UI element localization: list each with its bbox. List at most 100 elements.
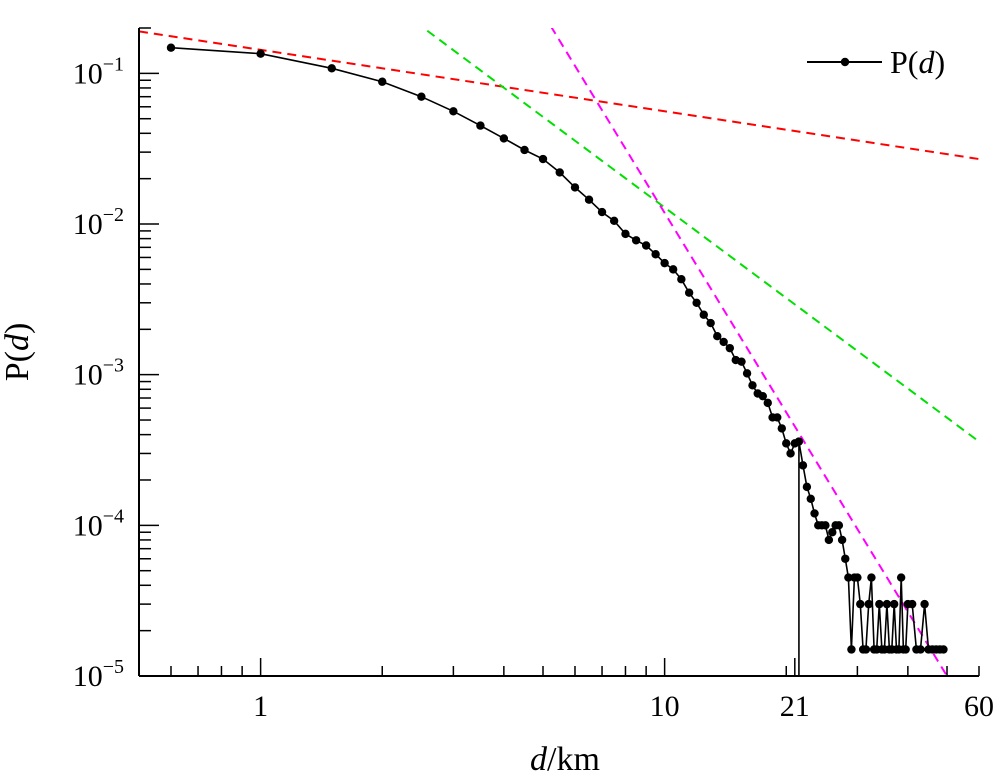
y-tick-label: 10−1: [73, 53, 124, 90]
data-point: [794, 437, 804, 446]
series-line: [170, 46, 944, 651]
y-axis-title-prefix: P(: [0, 351, 36, 381]
x-tick-label: 10: [650, 690, 680, 723]
y-tick-exponent: −2: [103, 204, 124, 226]
data-point: [896, 573, 906, 582]
data-point: [824, 535, 834, 545]
data-point: [810, 509, 819, 518]
data-point: [417, 92, 426, 101]
data-point: [798, 461, 808, 470]
legend-label-italic: d: [918, 44, 935, 80]
data-point: [853, 573, 862, 582]
y-axis-title-suffix: ): [0, 323, 36, 334]
data-point: [841, 554, 850, 563]
x-axis-title-italic: d: [530, 741, 548, 775]
data-point: [699, 310, 708, 319]
fit-line-1: [139, 30, 979, 161]
data-point: [837, 535, 847, 545]
data-point: [584, 195, 594, 204]
data-point: [166, 43, 176, 52]
data-point: [920, 599, 929, 609]
data-point: [847, 645, 856, 654]
data-point: [256, 49, 265, 58]
data-point: [828, 528, 837, 537]
data-point: [742, 369, 752, 378]
x-tick-label: 1: [253, 690, 268, 723]
data-point: [864, 599, 873, 609]
data-point: [806, 494, 815, 504]
data-point: [476, 121, 485, 130]
fit-lines: [139, 28, 979, 676]
y-tick-label: 10−3: [73, 355, 124, 392]
legend-label-prefix: P(: [890, 44, 918, 80]
y-tick-exponent: −3: [103, 355, 124, 377]
data-point: [907, 599, 917, 609]
data-point: [668, 265, 678, 274]
data-point: [597, 207, 607, 217]
legend-label-suffix: ): [934, 44, 945, 80]
data-point: [327, 64, 336, 73]
data-point: [875, 599, 884, 609]
y-tick-label: 10−2: [73, 204, 124, 241]
data-point: [802, 482, 812, 492]
y-tick-label: 10−4: [73, 505, 124, 542]
data-point: [555, 168, 564, 177]
fit-line-3: [550, 28, 948, 676]
data-point: [786, 449, 795, 458]
data-point: [660, 258, 669, 268]
data-point: [916, 645, 925, 654]
data-point: [449, 107, 458, 116]
x-axis-title-unit: /km: [547, 741, 600, 775]
data-point: [763, 398, 772, 408]
data-point: [821, 521, 830, 530]
data-point: [609, 216, 619, 226]
data-point: [882, 599, 892, 609]
data-point: [499, 134, 509, 143]
y-tick-label: 10−5: [73, 656, 124, 693]
data-point: [725, 343, 735, 353]
axes: 1 10 21 60 10−1 10−2 10−3 10−4 10−5: [73, 27, 994, 723]
data-point: [856, 599, 865, 609]
data-point: [651, 250, 660, 259]
data-point: [737, 357, 746, 366]
data-point: [777, 424, 786, 433]
data-point: [378, 77, 387, 86]
y-tick-exponent: −5: [103, 656, 124, 678]
data-point: [748, 381, 757, 390]
x-tick-label: 21: [780, 690, 810, 723]
data-point: [641, 241, 651, 250]
data-point: [861, 645, 871, 654]
data-point: [631, 236, 641, 245]
data-point: [706, 318, 715, 328]
y-axis-title: P(d): [0, 323, 36, 382]
data-point: [758, 391, 768, 401]
data-point: [889, 599, 899, 609]
data-point: [520, 145, 529, 155]
y-tick-exponent: −1: [103, 53, 124, 75]
data-point: [867, 573, 876, 582]
data-point: [782, 439, 791, 448]
data-point: [719, 337, 728, 347]
data-point: [677, 275, 686, 284]
data-point: [692, 298, 701, 307]
data-point: [713, 332, 722, 341]
data-point: [834, 521, 844, 530]
y-tick-exponent: −4: [103, 505, 124, 527]
x-axis-title: d/km: [530, 741, 600, 775]
data-point: [684, 288, 694, 297]
data-point: [844, 573, 853, 582]
data-point: [538, 154, 548, 164]
legend: P(d): [807, 44, 945, 80]
legend-label: P(d): [890, 44, 945, 80]
x-tick-label: 60: [964, 690, 994, 723]
data-point: [939, 645, 948, 654]
data-point: [621, 229, 630, 239]
series-layer: [166, 43, 948, 676]
legend-marker-sample: [840, 57, 850, 67]
y-axis-title-italic: d: [0, 333, 36, 351]
data-point: [773, 413, 782, 422]
data-point: [570, 183, 580, 192]
fit-line-2: [421, 28, 979, 443]
data-point: [901, 645, 910, 654]
